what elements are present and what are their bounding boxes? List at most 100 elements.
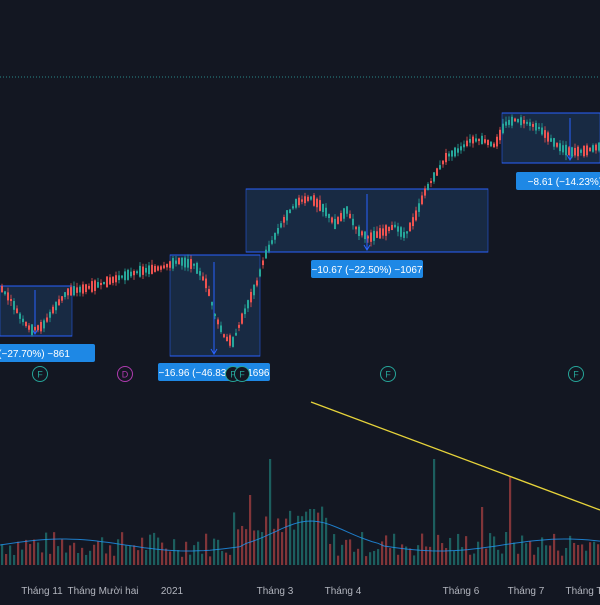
- candle[interactable]: [535, 120, 537, 135]
- candle[interactable]: [199, 267, 201, 281]
- candle[interactable]: [559, 140, 561, 155]
- candle[interactable]: [49, 309, 51, 323]
- candle[interactable]: [445, 148, 447, 166]
- candle[interactable]: [478, 138, 480, 146]
- candle[interactable]: [82, 281, 84, 297]
- candle[interactable]: [460, 142, 462, 154]
- candle[interactable]: [571, 146, 573, 159]
- candle[interactable]: [25, 321, 27, 328]
- candle[interactable]: [514, 117, 516, 122]
- candle[interactable]: [265, 246, 267, 259]
- candle[interactable]: [253, 283, 255, 300]
- candle[interactable]: [598, 142, 600, 153]
- candle[interactable]: [76, 282, 78, 297]
- candle[interactable]: [208, 285, 210, 297]
- candle[interactable]: [163, 261, 165, 270]
- candle[interactable]: [574, 143, 576, 158]
- candle[interactable]: [472, 134, 474, 148]
- candle[interactable]: [295, 198, 297, 210]
- candle[interactable]: [10, 294, 12, 306]
- candle[interactable]: [343, 207, 345, 222]
- candle[interactable]: [85, 283, 87, 295]
- candle[interactable]: [367, 234, 369, 243]
- candle[interactable]: [151, 259, 153, 275]
- candle[interactable]: [124, 268, 126, 285]
- candle[interactable]: [37, 324, 39, 333]
- candle[interactable]: [529, 118, 531, 131]
- event-marker-d[interactable]: D: [117, 366, 133, 382]
- candle[interactable]: [376, 226, 378, 238]
- candle[interactable]: [268, 240, 270, 254]
- candle[interactable]: [88, 283, 90, 290]
- candle[interactable]: [19, 312, 21, 324]
- candle[interactable]: [361, 230, 363, 238]
- candle[interactable]: [31, 323, 33, 337]
- candle[interactable]: [148, 262, 150, 278]
- candle[interactable]: [271, 235, 273, 246]
- candle[interactable]: [139, 262, 141, 278]
- price-candles[interactable]: [1, 114, 600, 348]
- candle[interactable]: [100, 279, 102, 290]
- candle[interactable]: [232, 335, 234, 348]
- candle[interactable]: [286, 209, 288, 225]
- candle[interactable]: [55, 301, 57, 314]
- candle[interactable]: [511, 114, 513, 129]
- candle[interactable]: [205, 274, 207, 293]
- candle[interactable]: [565, 141, 567, 161]
- candle[interactable]: [235, 328, 237, 336]
- candle[interactable]: [466, 136, 468, 148]
- candle[interactable]: [97, 277, 99, 289]
- candle[interactable]: [355, 226, 357, 234]
- candle[interactable]: [592, 143, 594, 153]
- candle[interactable]: [562, 140, 564, 156]
- candle[interactable]: [583, 144, 585, 158]
- candle[interactable]: [190, 255, 192, 273]
- candle[interactable]: [520, 114, 522, 128]
- candle[interactable]: [121, 274, 123, 280]
- candle[interactable]: [484, 134, 486, 145]
- candle[interactable]: [382, 224, 384, 239]
- candle[interactable]: [442, 160, 444, 168]
- candle[interactable]: [316, 197, 318, 213]
- candle[interactable]: [454, 146, 456, 158]
- candle[interactable]: [52, 304, 54, 315]
- candle[interactable]: [133, 269, 135, 280]
- candle[interactable]: [226, 333, 228, 342]
- candle[interactable]: [301, 195, 303, 205]
- candle[interactable]: [463, 140, 465, 152]
- candle[interactable]: [469, 134, 471, 147]
- candle[interactable]: [388, 226, 390, 234]
- candle[interactable]: [217, 317, 219, 329]
- candle[interactable]: [544, 126, 546, 143]
- candle[interactable]: [493, 142, 495, 148]
- candle[interactable]: [58, 295, 60, 306]
- candle[interactable]: [415, 206, 417, 222]
- candle[interactable]: [508, 116, 510, 128]
- candle[interactable]: [1, 283, 3, 293]
- candle[interactable]: [238, 321, 240, 332]
- candle[interactable]: [475, 133, 477, 143]
- candle[interactable]: [241, 312, 243, 325]
- candle[interactable]: [178, 257, 180, 265]
- candle[interactable]: [166, 263, 168, 271]
- candle[interactable]: [64, 291, 66, 300]
- candle[interactable]: [169, 260, 171, 271]
- candle[interactable]: [313, 192, 315, 207]
- candle[interactable]: [517, 118, 519, 124]
- candle[interactable]: [211, 301, 213, 310]
- candle[interactable]: [412, 213, 414, 230]
- candle[interactable]: [556, 142, 558, 149]
- candle[interactable]: [373, 226, 375, 245]
- candle[interactable]: [250, 288, 252, 308]
- candle[interactable]: [4, 290, 6, 296]
- candle[interactable]: [439, 160, 441, 171]
- candle[interactable]: [106, 276, 108, 288]
- candle[interactable]: [262, 257, 264, 269]
- candle[interactable]: [328, 213, 330, 223]
- candle[interactable]: [358, 224, 360, 240]
- event-marker-f[interactable]: F: [380, 366, 396, 382]
- candle[interactable]: [193, 263, 195, 269]
- candle[interactable]: [496, 134, 498, 150]
- candle[interactable]: [490, 141, 492, 148]
